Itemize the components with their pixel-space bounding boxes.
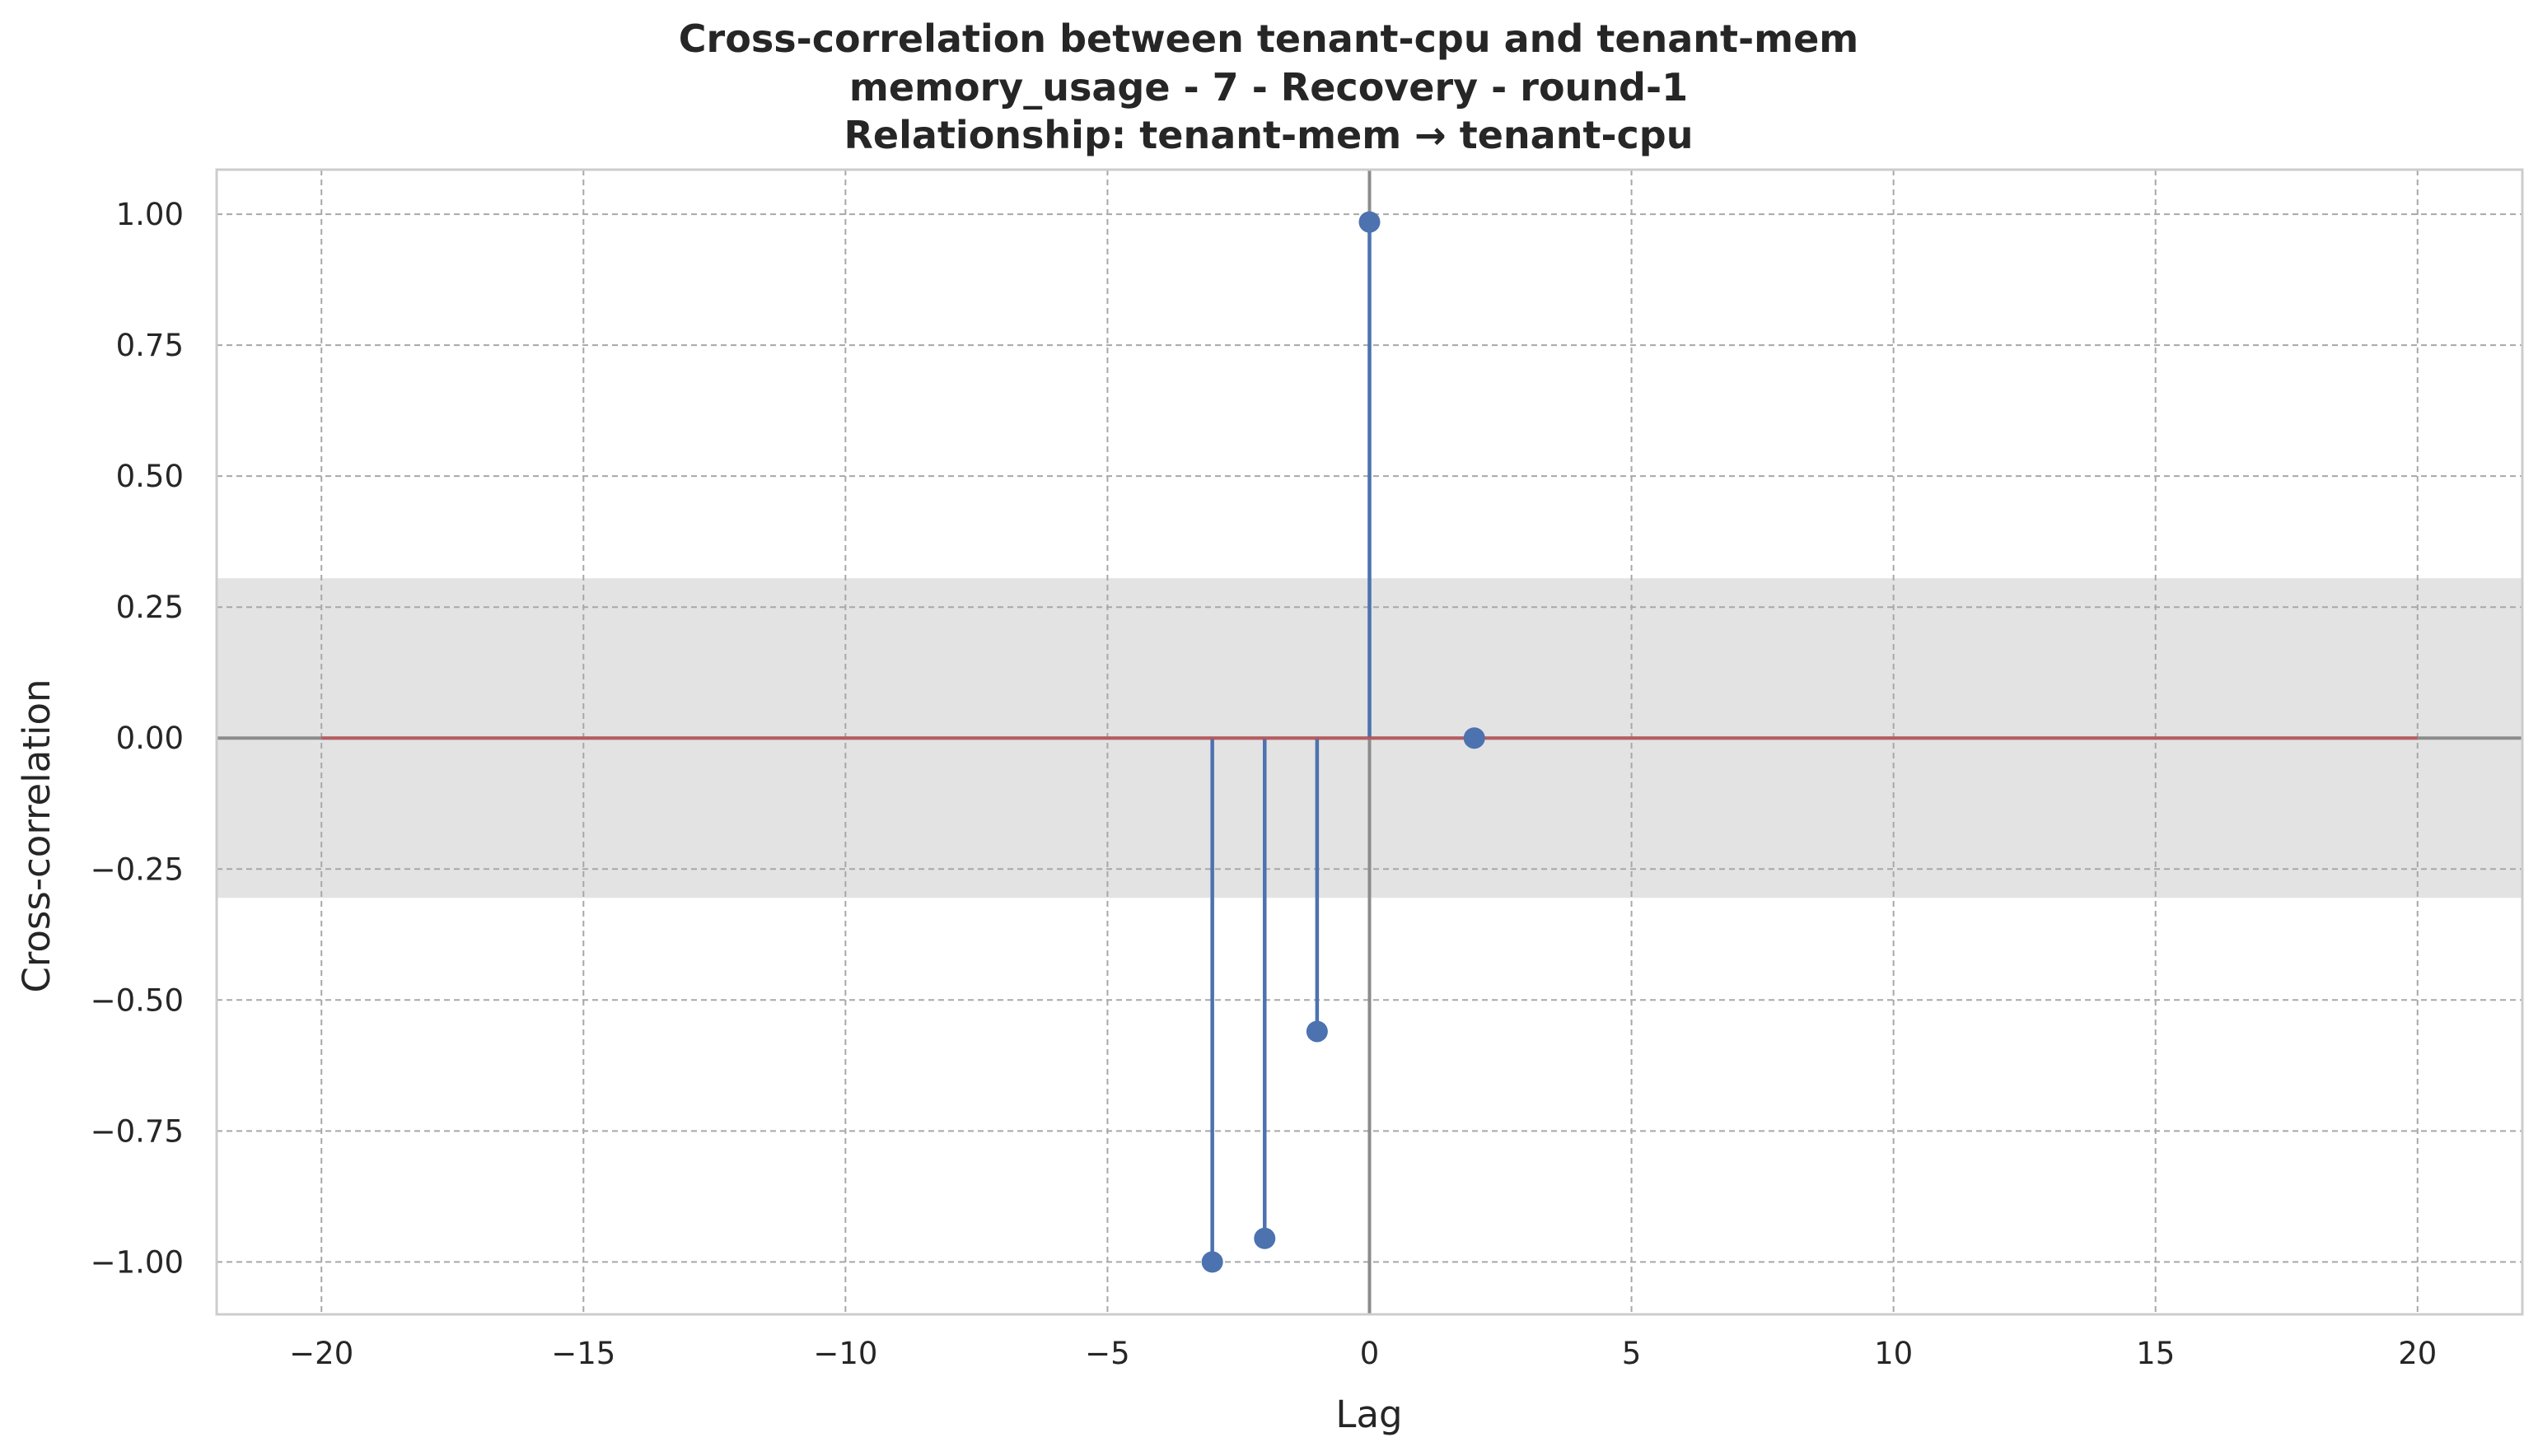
chart-title-line-3: Relationship: tenant-mem → tenant-cpu bbox=[844, 113, 1694, 157]
x-tick-label: −5 bbox=[1085, 1336, 1130, 1371]
x-tick-label: 15 bbox=[2136, 1336, 2175, 1371]
x-axis-label: Lag bbox=[1335, 1393, 1402, 1436]
stem-marker bbox=[1463, 727, 1485, 749]
x-tick-label: −10 bbox=[813, 1336, 877, 1371]
y-tick-label: 1.00 bbox=[116, 197, 184, 232]
y-tick-label: −1.00 bbox=[91, 1244, 184, 1280]
x-tick-label: −15 bbox=[551, 1336, 615, 1371]
chart-title-line-2: memory_usage - 7 - Recovery - round-1 bbox=[849, 65, 1688, 110]
x-tick-label: 5 bbox=[1622, 1336, 1642, 1371]
stem-marker bbox=[1201, 1251, 1223, 1273]
stem-marker bbox=[1358, 211, 1381, 233]
x-tick-label: 20 bbox=[2398, 1336, 2437, 1371]
stem-marker bbox=[1306, 1020, 1328, 1043]
y-tick-label: −0.75 bbox=[91, 1113, 184, 1149]
stem-marker bbox=[1254, 1227, 1276, 1249]
x-tick-label: −20 bbox=[289, 1336, 353, 1371]
y-tick-label: 0.25 bbox=[116, 590, 184, 625]
plot-area: −20 −15 −10 −5 0 5 10 15 20 1.00 0.75 0.50 0.25 0.00 −… bbox=[91, 168, 2524, 1371]
y-tick-label: 0.75 bbox=[116, 328, 184, 363]
y-tick-label: −0.25 bbox=[91, 852, 184, 887]
y-tick-label: 0.50 bbox=[116, 459, 184, 494]
y-axis-label: Cross-correlation bbox=[15, 679, 58, 992]
y-tick-label: −0.50 bbox=[91, 982, 184, 1018]
y-tick-label: 0.00 bbox=[116, 721, 184, 756]
x-tick-label: 10 bbox=[1874, 1336, 1913, 1371]
chart-title-line-1: Cross-correlation between tenant-cpu and… bbox=[679, 16, 1858, 61]
x-tick-label: 0 bbox=[1360, 1336, 1380, 1371]
plot-frame bbox=[215, 168, 2524, 1316]
